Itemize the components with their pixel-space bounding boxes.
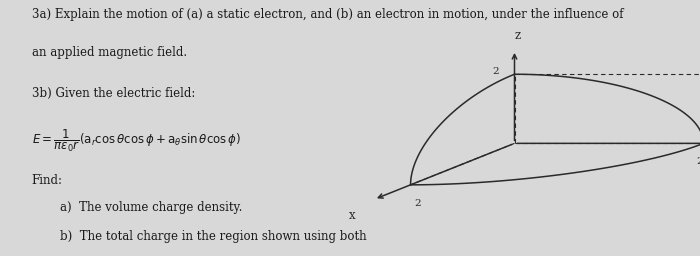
- Text: 3b) Given the electric field:: 3b) Given the electric field:: [32, 87, 195, 100]
- Text: x: x: [349, 209, 355, 222]
- Text: 2: 2: [696, 157, 700, 166]
- Text: 2: 2: [414, 199, 421, 208]
- Text: 3a) Explain the motion of (a) a static electron, and (b) an electron in motion, : 3a) Explain the motion of (a) a static e…: [32, 8, 623, 21]
- Text: $E = \dfrac{1}{\pi\epsilon_0 r}(\mathrm{a}_r\cos\theta\cos\phi + \mathrm{a}_\the: $E = \dfrac{1}{\pi\epsilon_0 r}(\mathrm{…: [32, 127, 241, 154]
- Text: z: z: [515, 29, 521, 42]
- Text: a)  The volume charge density.: a) The volume charge density.: [60, 201, 242, 214]
- Text: b)  The total charge in the region shown using both: b) The total charge in the region shown …: [60, 230, 366, 243]
- Text: Find:: Find:: [32, 174, 62, 187]
- Text: an applied magnetic field.: an applied magnetic field.: [32, 46, 187, 59]
- Text: 2: 2: [493, 67, 499, 76]
